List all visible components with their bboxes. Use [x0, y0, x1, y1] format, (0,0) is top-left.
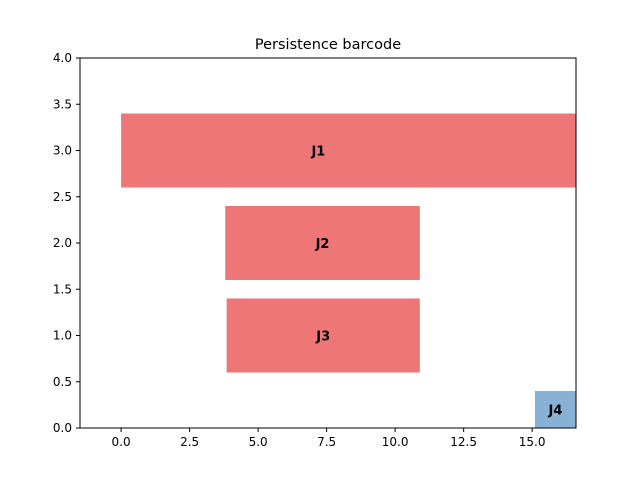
bar-label-j3: J3 — [315, 330, 330, 345]
y-tick-label: 2.0 — [53, 236, 72, 250]
x-tick-label: 12.5 — [450, 435, 477, 449]
bar-j1 — [121, 114, 576, 188]
bars-layer: J1 J2 J3 J4 — [121, 114, 576, 429]
y-tick-label: 2.5 — [53, 190, 72, 204]
x-tick-label: 0.0 — [112, 435, 131, 449]
y-tick-label: 1.0 — [53, 329, 72, 343]
bar-label-j1: J1 — [310, 145, 325, 160]
x-axis: 0.0 2.5 5.0 7.5 10.0 12.5 15.0 — [112, 428, 546, 449]
y-tick-label: 0.5 — [53, 375, 72, 389]
y-tick-label: 0.0 — [53, 421, 72, 435]
y-tick-label: 4.0 — [53, 51, 72, 65]
x-tick-label: 15.0 — [519, 435, 546, 449]
bar-label-j4: J4 — [548, 404, 563, 419]
x-tick-label: 2.5 — [180, 435, 199, 449]
x-tick-label: 7.5 — [317, 435, 336, 449]
x-tick-label: 5.0 — [249, 435, 268, 449]
y-tick-label: 3.5 — [53, 97, 72, 111]
y-tick-label: 1.5 — [53, 282, 72, 296]
y-tick-label: 3.0 — [53, 144, 72, 158]
bar-label-j2: J2 — [315, 237, 330, 252]
y-axis: 0.0 0.5 1.0 1.5 2.0 2.5 3.0 3.5 4.0 — [53, 51, 80, 435]
x-tick-label: 10.0 — [382, 435, 409, 449]
chart-title: Persistence barcode — [255, 37, 401, 53]
